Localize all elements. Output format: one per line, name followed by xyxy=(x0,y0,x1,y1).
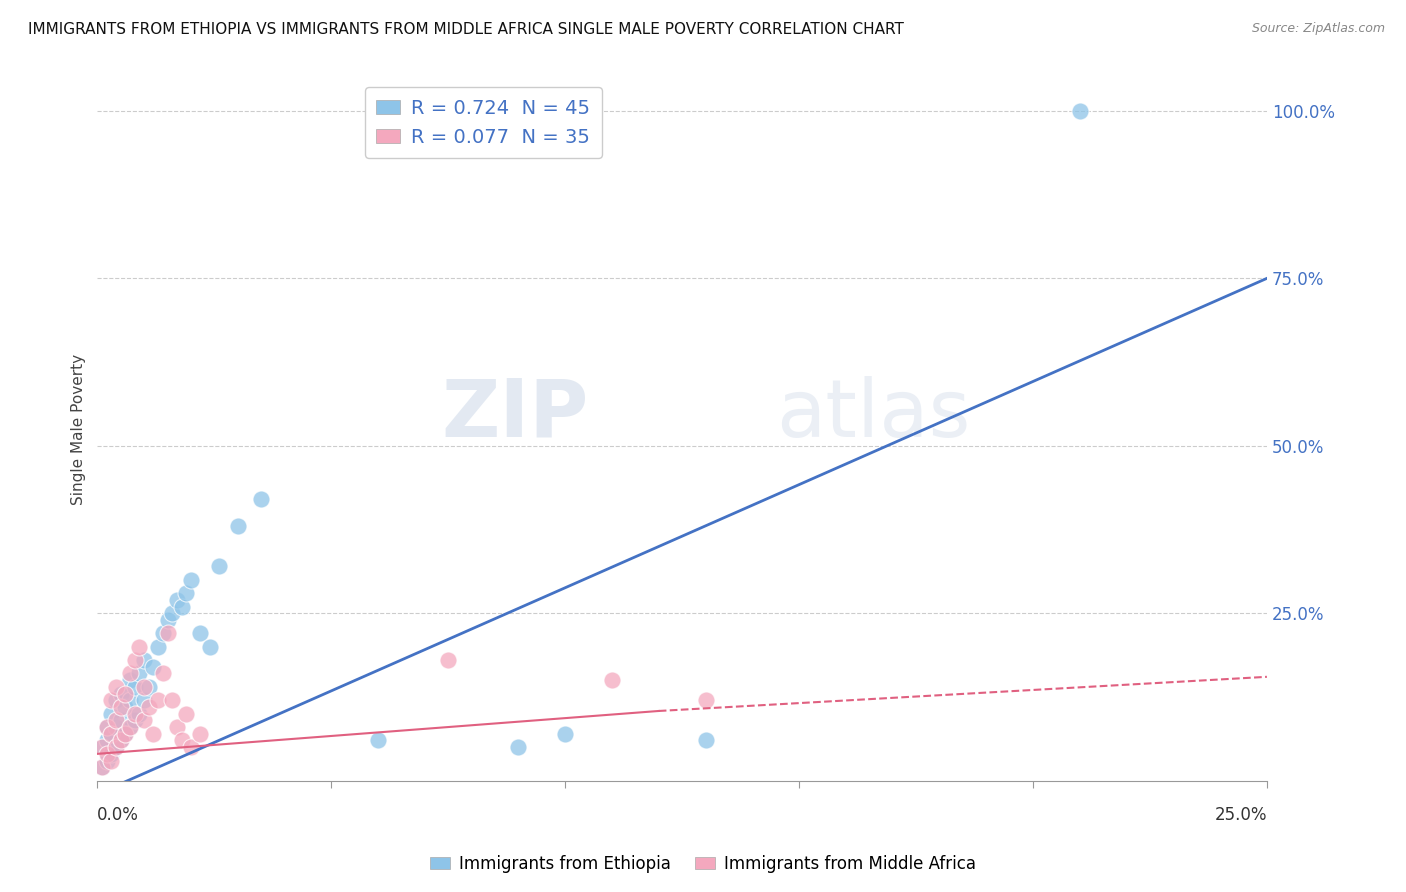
Point xyxy=(134,714,156,728)
Point xyxy=(105,693,128,707)
Text: 25.0%: 25.0% xyxy=(1215,806,1267,824)
Point xyxy=(156,626,179,640)
Point xyxy=(124,706,146,721)
Point xyxy=(166,592,188,607)
Point xyxy=(96,754,118,768)
Point xyxy=(156,613,179,627)
Text: atlas: atlas xyxy=(776,376,970,454)
Point xyxy=(96,747,118,761)
Point xyxy=(146,693,169,707)
Point xyxy=(91,760,114,774)
Point xyxy=(110,733,132,747)
Point xyxy=(695,733,717,747)
Point xyxy=(105,740,128,755)
Point xyxy=(114,687,136,701)
Point xyxy=(100,693,122,707)
Point xyxy=(91,760,114,774)
Point xyxy=(114,727,136,741)
Text: ZIP: ZIP xyxy=(441,376,589,454)
Point xyxy=(128,640,150,654)
Point xyxy=(124,714,146,728)
Point xyxy=(138,700,160,714)
Point xyxy=(110,687,132,701)
Point xyxy=(100,727,122,741)
Point xyxy=(100,706,122,721)
Point xyxy=(120,720,142,734)
Point xyxy=(188,626,211,640)
Point xyxy=(120,666,142,681)
Point xyxy=(114,727,136,741)
Legend: R = 0.724  N = 45, R = 0.077  N = 35: R = 0.724 N = 45, R = 0.077 N = 35 xyxy=(364,87,602,158)
Point xyxy=(124,653,146,667)
Point xyxy=(96,733,118,747)
Point xyxy=(367,733,389,747)
Point xyxy=(152,666,174,681)
Point xyxy=(105,740,128,755)
Point xyxy=(91,740,114,755)
Point xyxy=(138,680,160,694)
Point xyxy=(110,733,132,747)
Point xyxy=(188,727,211,741)
Point xyxy=(105,680,128,694)
Text: Source: ZipAtlas.com: Source: ZipAtlas.com xyxy=(1251,22,1385,36)
Point xyxy=(110,714,132,728)
Point xyxy=(226,519,249,533)
Point xyxy=(91,740,114,755)
Point xyxy=(174,586,197,600)
Point xyxy=(142,660,165,674)
Point xyxy=(134,653,156,667)
Point xyxy=(166,720,188,734)
Point xyxy=(554,727,576,741)
Point xyxy=(114,700,136,714)
Point xyxy=(170,733,193,747)
Point xyxy=(695,693,717,707)
Point xyxy=(105,720,128,734)
Point xyxy=(128,666,150,681)
Point xyxy=(142,727,165,741)
Point xyxy=(100,727,122,741)
Point xyxy=(160,606,183,620)
Text: IMMIGRANTS FROM ETHIOPIA VS IMMIGRANTS FROM MIDDLE AFRICA SINGLE MALE POVERTY CO: IMMIGRANTS FROM ETHIOPIA VS IMMIGRANTS F… xyxy=(28,22,904,37)
Point xyxy=(160,693,183,707)
Point xyxy=(96,720,118,734)
Point xyxy=(124,680,146,694)
Point xyxy=(120,673,142,688)
Point xyxy=(146,640,169,654)
Point xyxy=(110,700,132,714)
Point xyxy=(128,706,150,721)
Point xyxy=(120,693,142,707)
Point xyxy=(134,693,156,707)
Point xyxy=(600,673,623,688)
Point xyxy=(96,720,118,734)
Point xyxy=(100,754,122,768)
Point xyxy=(208,559,231,574)
Point xyxy=(180,740,202,755)
Point xyxy=(100,747,122,761)
Point xyxy=(174,706,197,721)
Legend: Immigrants from Ethiopia, Immigrants from Middle Africa: Immigrants from Ethiopia, Immigrants fro… xyxy=(423,848,983,880)
Point xyxy=(180,573,202,587)
Point xyxy=(105,714,128,728)
Point xyxy=(1069,103,1091,118)
Point xyxy=(437,653,460,667)
Text: 0.0%: 0.0% xyxy=(97,806,139,824)
Point xyxy=(120,720,142,734)
Point xyxy=(508,740,530,755)
Point xyxy=(152,626,174,640)
Point xyxy=(250,492,273,507)
Point xyxy=(170,599,193,614)
Y-axis label: Single Male Poverty: Single Male Poverty xyxy=(72,353,86,505)
Point xyxy=(198,640,221,654)
Point xyxy=(134,680,156,694)
